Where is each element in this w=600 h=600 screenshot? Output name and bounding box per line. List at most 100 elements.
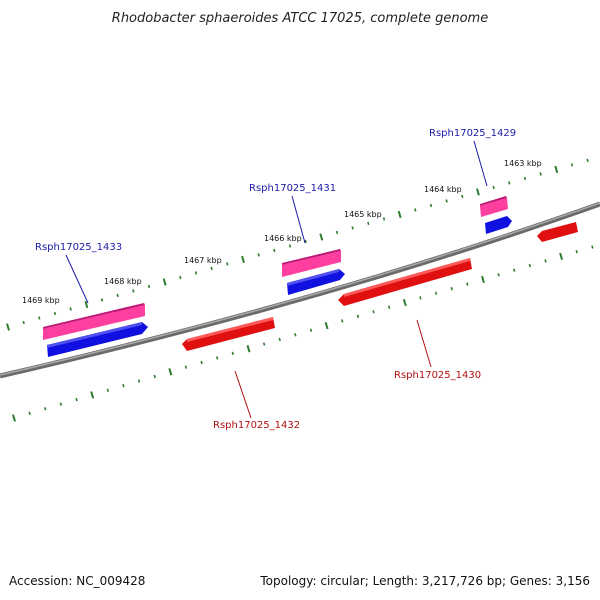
outer-track-minor-tick — [226, 262, 229, 266]
inner-track-minor-tick — [513, 268, 516, 272]
inner-track-major-tick — [481, 275, 485, 284]
tick-label-1464: 1464 kbp — [424, 185, 462, 194]
outer-track-minor-tick — [210, 266, 213, 271]
outer-track-minor-tick — [116, 293, 119, 298]
cds-arrow-right[interactable] — [537, 222, 578, 242]
outer-track-minor-tick — [53, 311, 57, 316]
inner-track-major-tick — [324, 322, 329, 330]
inner-track-minor-tick — [75, 397, 78, 402]
gene-arrow-1431[interactable] — [287, 269, 345, 295]
cds-arrow-1430-shade — [344, 258, 470, 297]
feature-rsph17025-1433[interactable] — [43, 303, 148, 357]
accession-text: Accession: NC_009428 — [9, 574, 145, 588]
outer-track-major-tick — [241, 255, 245, 264]
cds-bar-1429[interactable] — [480, 198, 508, 217]
inner-track-minor-tick — [466, 282, 469, 286]
outer-track-minor-tick — [147, 284, 151, 289]
tick-label-1465: 1465 kbp — [344, 210, 382, 219]
gene-label-1430[interactable]: Rsph17025_1430 — [394, 370, 481, 381]
feature-rsph17025-1432[interactable] — [182, 317, 275, 351]
inner-track-major-tick — [559, 252, 564, 260]
outer-track-minor-tick — [461, 194, 464, 199]
inner-track-minor-tick — [544, 259, 547, 263]
outer-track-minor-tick — [100, 298, 104, 302]
inner-track-minor-tick — [59, 402, 63, 406]
outer-track-minor-tick — [257, 253, 260, 257]
outer-track-major-tick — [319, 233, 324, 241]
outer-track-minor-tick — [414, 208, 417, 212]
gene-label-1431[interactable]: Rsph17025_1431 — [249, 183, 336, 194]
outer-track-minor-tick — [351, 226, 354, 230]
feature-rsph17025-1430[interactable] — [338, 258, 472, 306]
inner-track-minor-tick — [44, 407, 47, 411]
tick-label-1469: 1469 kbp — [22, 296, 60, 305]
tick-label-1467: 1467 kbp — [184, 256, 222, 265]
feature-rsph17025-1429[interactable] — [480, 196, 512, 234]
outer-track-minor-tick — [586, 158, 589, 163]
feature-rsph17025-1431[interactable] — [282, 249, 345, 295]
gene-arrow-1429[interactable] — [485, 216, 512, 234]
inner-track-major-tick — [12, 414, 16, 422]
inner-track-minor-tick — [262, 342, 266, 346]
cds-arrow-1432[interactable] — [182, 317, 275, 351]
leader-line-1429 — [473, 140, 488, 187]
outer-track-minor-tick — [382, 217, 386, 221]
outer-track-major-tick — [554, 165, 559, 174]
leader-line-1432 — [234, 370, 252, 419]
inner-track-minor-tick — [231, 351, 235, 356]
leader-line-1433 — [65, 254, 89, 304]
genome-backbone-highlight — [0, 202, 600, 376]
inner-track-minor-tick — [28, 411, 31, 416]
inner-track-major-tick — [168, 368, 173, 376]
outer-track-minor-tick — [523, 176, 527, 181]
outer-track-minor-tick — [445, 199, 448, 203]
inner-track-minor-tick — [372, 310, 375, 314]
gene-label-1432[interactable]: Rsph17025_1432 — [213, 420, 300, 431]
outer-track-minor-tick — [69, 307, 72, 311]
inner-track-minor-tick — [216, 356, 219, 360]
inner-track-major-tick — [246, 345, 251, 353]
outer-track-minor-tick — [539, 172, 542, 176]
cds-arrow-1432-shade — [187, 317, 273, 342]
inner-track-minor-tick — [153, 374, 156, 379]
inner-track-minor-tick — [106, 388, 109, 392]
outer-track-major-tick — [476, 188, 480, 196]
cds-bar-1431-top — [282, 249, 341, 265]
cds-bar-1431[interactable] — [282, 251, 341, 277]
inner-track-minor-tick — [184, 365, 188, 369]
outer-track-minor-tick — [273, 248, 276, 253]
outer-track-minor-tick — [22, 320, 25, 325]
outer-track-minor-tick — [367, 221, 370, 226]
outer-track-minor-tick — [508, 181, 511, 185]
outer-tick-track — [6, 158, 589, 331]
genome-backbone — [0, 201, 600, 379]
inner-track-minor-tick — [294, 333, 297, 337]
inner-track-minor-tick — [341, 319, 344, 323]
tick-label-1466: 1466 kbp — [264, 234, 302, 243]
inner-track-minor-tick — [122, 383, 125, 388]
gene-arrow-1433[interactable] — [47, 322, 148, 357]
inner-track-minor-tick — [278, 337, 281, 342]
outer-track-minor-tick — [304, 239, 307, 244]
gene-label-1429[interactable]: Rsph17025_1429 — [429, 128, 516, 139]
outer-track-minor-tick — [194, 271, 198, 275]
inner-track-minor-tick — [575, 250, 578, 254]
cds-bar-1433[interactable] — [43, 305, 145, 340]
inner-track-minor-tick — [419, 296, 422, 300]
tick-label-1463: 1463 kbp — [504, 159, 542, 168]
inner-track-minor-tick — [450, 286, 453, 291]
inner-track-minor-tick — [497, 273, 500, 277]
outer-track-minor-tick — [570, 163, 574, 167]
gene-label-1433[interactable]: Rsph17025_1433 — [35, 242, 122, 253]
genome-summary-text: Topology: circular; Length: 3,217,726 bp… — [259, 574, 590, 588]
gene-arrow-1433-shade — [47, 322, 142, 348]
outer-track-minor-tick — [132, 289, 135, 293]
inner-track-minor-tick — [309, 328, 313, 332]
leader-line-1430 — [416, 319, 432, 368]
outer-track-major-tick — [397, 210, 402, 219]
inner-track-minor-tick — [356, 314, 360, 319]
feature-reverse-right[interactable] — [537, 222, 578, 242]
outer-track-major-tick — [162, 278, 167, 286]
gene-arrow-1431-shade — [287, 269, 339, 286]
outer-track-minor-tick — [179, 275, 182, 280]
